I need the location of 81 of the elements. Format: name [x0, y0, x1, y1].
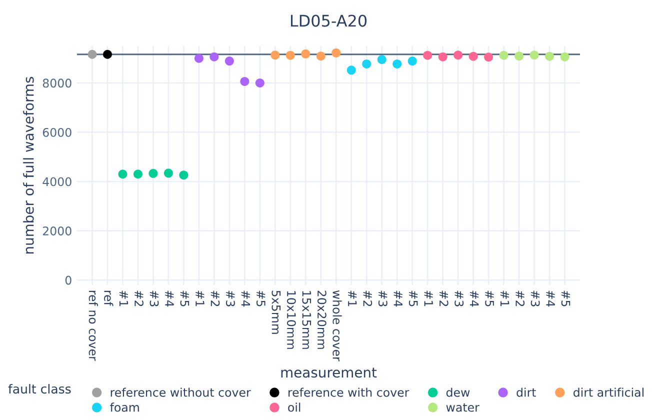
x-tick-label: #4 — [470, 290, 479, 307]
point — [346, 66, 356, 75]
y-tick-label: 4000 — [42, 177, 72, 186]
x-tick-label: ref — [104, 290, 114, 306]
legend-label: dew — [446, 388, 470, 397]
x-tick-label: #2 — [516, 290, 525, 306]
point — [545, 52, 554, 61]
point — [530, 50, 539, 60]
x-tick-label: #5 — [180, 290, 190, 306]
point — [240, 76, 250, 86]
legend-label: dirt artificial — [574, 388, 644, 397]
point — [499, 50, 508, 60]
point — [332, 48, 341, 58]
x-tick-label: #2 — [134, 290, 144, 306]
x-tick-label: 20x20mm — [317, 290, 326, 349]
x-tick-label: #1 — [500, 290, 510, 306]
point — [454, 50, 463, 60]
x-tick-label: #3 — [150, 290, 159, 306]
point — [210, 52, 219, 62]
x-tick-label: #5 — [408, 290, 418, 306]
point — [392, 59, 402, 68]
x-tick-label: #1 — [119, 290, 128, 306]
x-tick-label: #3 — [530, 290, 540, 306]
legend-label: water — [446, 403, 480, 412]
x-tick-label: #2 — [210, 290, 220, 306]
point — [560, 52, 570, 62]
y-tick-label: 0 — [65, 276, 72, 285]
point — [270, 50, 280, 60]
point — [316, 52, 326, 61]
point — [286, 50, 295, 60]
point — [224, 56, 234, 66]
point — [194, 54, 204, 63]
point — [514, 52, 524, 61]
point — [377, 55, 386, 64]
x-tick-label: #4 — [394, 290, 402, 307]
x-tick-label: #1 — [196, 290, 204, 306]
point — [408, 56, 417, 66]
x-tick-label: #2 — [363, 290, 372, 306]
point — [301, 49, 310, 58]
x-tick-label: 15x15mm — [302, 291, 311, 349]
legend-label: reference without cover — [110, 388, 251, 397]
legend-title: fault class — [8, 384, 71, 394]
legend-label: foam — [110, 402, 139, 412]
legend-label: oil — [288, 402, 300, 412]
x-tick-label: whole cover — [332, 290, 342, 362]
x-tick-label: #3 — [454, 290, 464, 306]
x-tick-label: #4 — [241, 290, 250, 307]
point — [88, 50, 97, 59]
y-axis-title: number of full waveforms — [23, 76, 34, 254]
point — [148, 168, 158, 178]
x-tick-label: 5x5mm — [272, 290, 280, 334]
x-tick-label: #2 — [440, 290, 448, 306]
x-tick-label: #4 — [546, 290, 555, 307]
x-tick-label: #3 — [226, 290, 235, 306]
y-tick-label: 6000 — [42, 128, 72, 137]
x-tick-label: #5 — [256, 290, 266, 306]
point — [118, 170, 128, 179]
x-tick-label: ref no cover — [88, 290, 98, 361]
point — [133, 170, 142, 179]
point — [164, 168, 173, 178]
point — [362, 59, 372, 68]
x-tick-label: #1 — [348, 290, 357, 306]
x-axis-title: measurement — [281, 368, 377, 378]
point — [102, 50, 112, 59]
x-tick-label: 10x10mm — [286, 291, 296, 349]
x-tick-label: #5 — [485, 290, 494, 306]
x-tick-label: #5 — [561, 290, 570, 306]
point — [423, 50, 432, 60]
y-tick-label: 8000 — [42, 78, 72, 88]
x-tick-label: #1 — [424, 290, 433, 306]
legend-label: reference with cover — [288, 388, 410, 397]
chart-title: LD05-A20 — [290, 14, 367, 27]
point — [484, 52, 494, 62]
point — [438, 52, 448, 62]
legend-label: dirt — [516, 388, 536, 397]
x-tick-label: #3 — [378, 290, 388, 306]
point — [468, 52, 478, 61]
point — [255, 78, 264, 88]
y-tick-label: 2000 — [42, 226, 72, 236]
point — [179, 170, 188, 180]
x-tick-label: #4 — [165, 290, 174, 307]
